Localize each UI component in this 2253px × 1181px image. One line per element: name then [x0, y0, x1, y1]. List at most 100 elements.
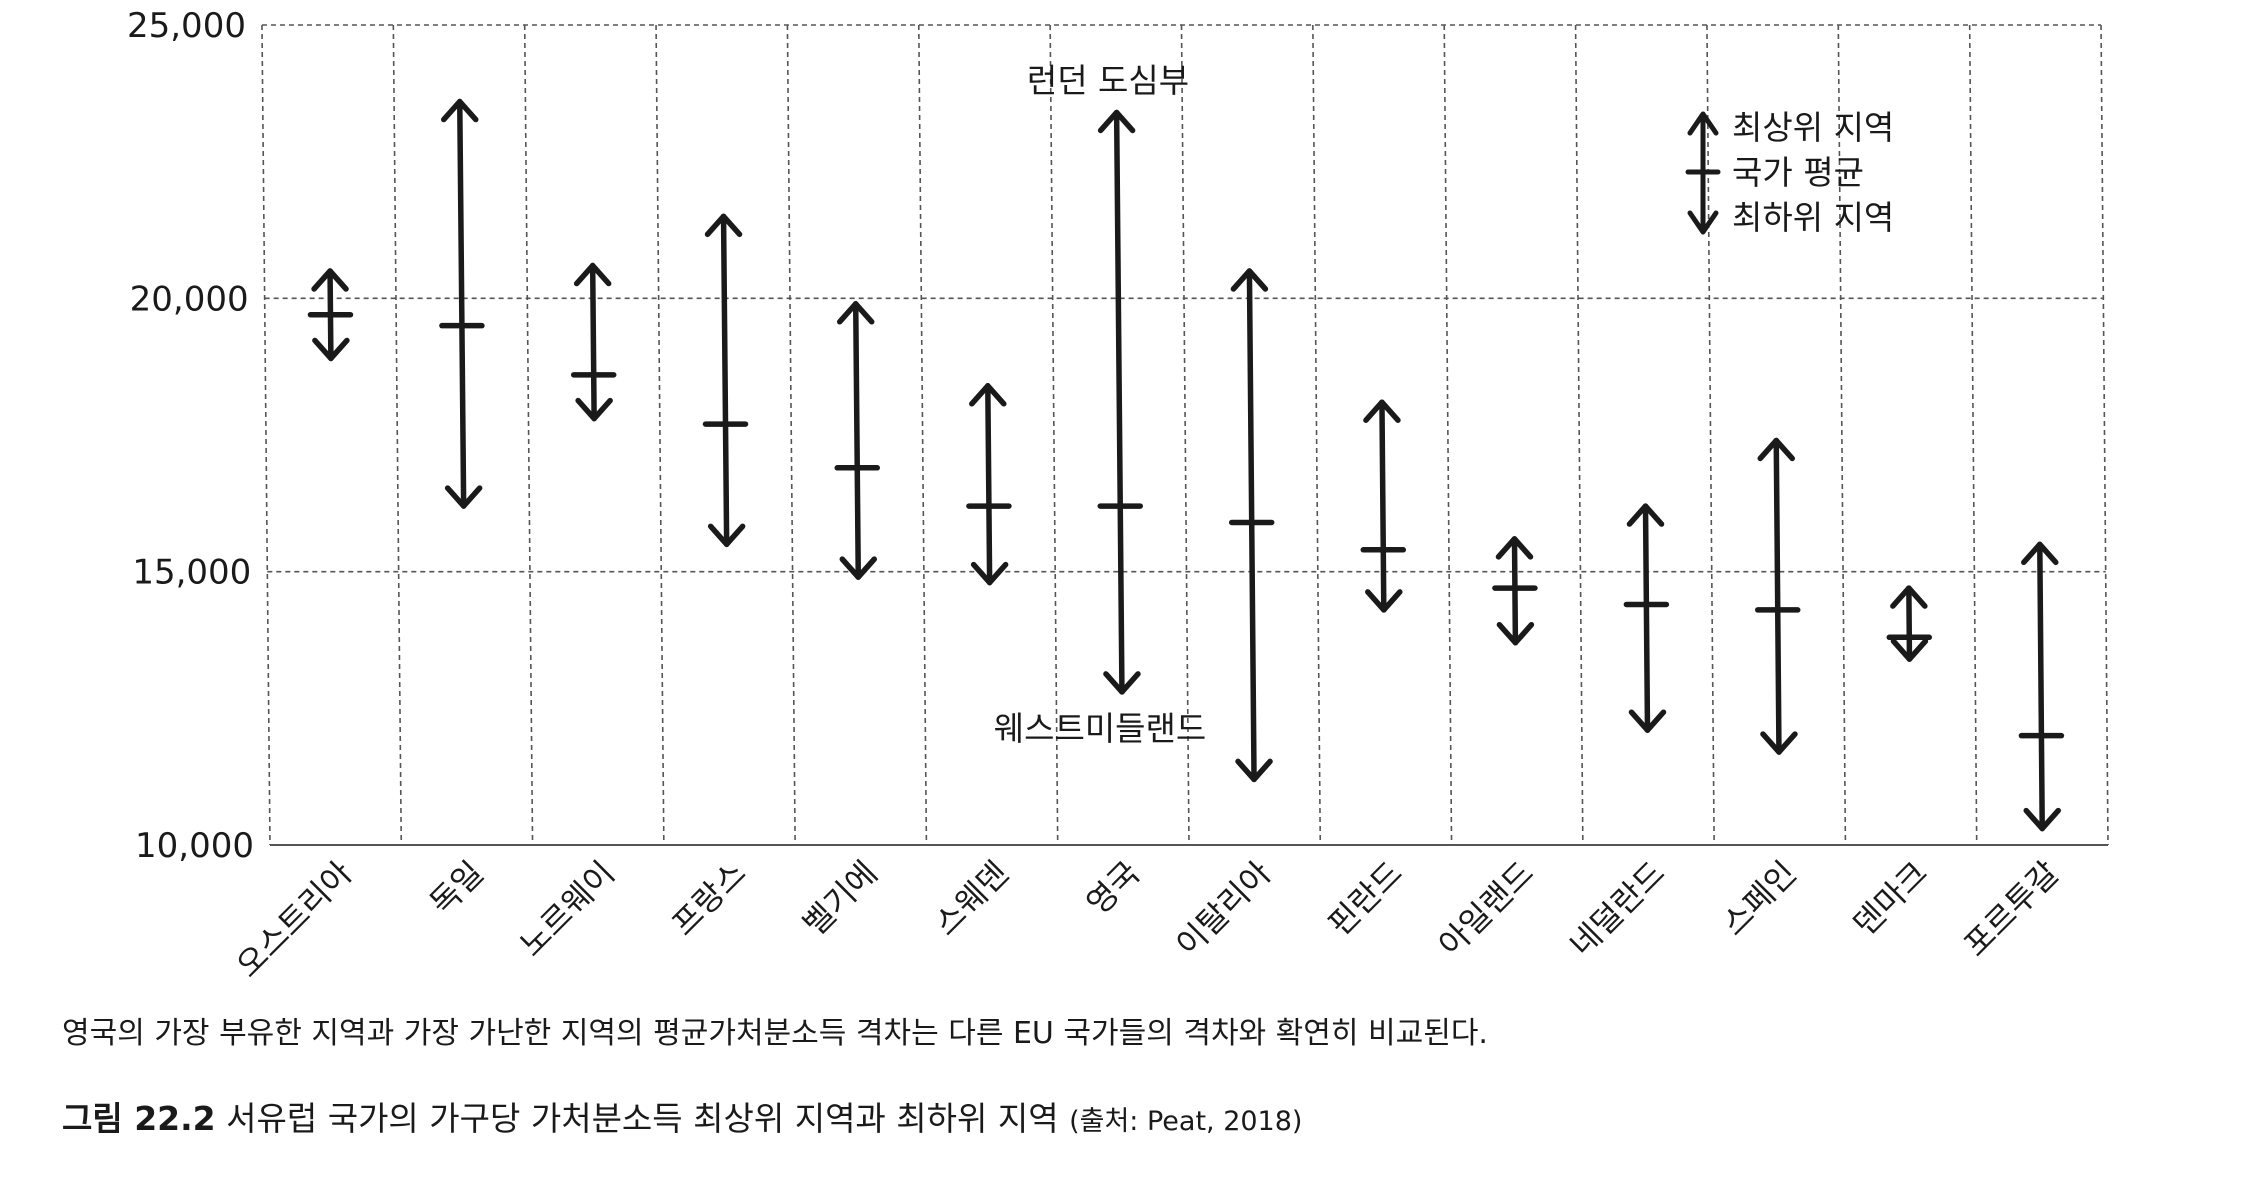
y-axis-tick-labels: 10,000 15,000 20,000 25,000	[127, 6, 254, 866]
annotation-top: 런던 도심부	[1027, 61, 1189, 100]
grid-line-vertical	[261, 24, 271, 846]
grid-line-vertical	[917, 24, 928, 846]
top-region-arrow	[1363, 399, 1401, 423]
grid-lines	[261, 24, 2109, 846]
bottom-region-arrow	[1628, 709, 1667, 733]
x-tick-label: 오스트리아	[229, 854, 360, 980]
grid-line-vertical	[1837, 24, 1847, 846]
grid-line-vertical	[1968, 24, 1978, 846]
top-region-arrow	[2021, 541, 2059, 566]
top-region-arrow	[1890, 585, 1928, 609]
figure-number: 그림 22.2	[62, 1099, 216, 1138]
x-tick-label: 벨기에	[795, 854, 884, 943]
legend-label-mean: 국가 평균	[1732, 153, 1864, 192]
bottom-region-arrow	[444, 485, 483, 509]
x-tick-label: 아일랜드	[1431, 854, 1541, 964]
top-region-arrow	[1626, 503, 1665, 527]
range-marker	[1097, 109, 1143, 695]
y-tick-label: 25,000	[127, 6, 246, 46]
top-region-arrow	[1495, 536, 1534, 560]
range-line	[2037, 541, 2045, 832]
range-line	[1379, 399, 1387, 613]
grid-line-vertical	[2100, 24, 2109, 846]
top-region-arrow	[1097, 109, 1136, 134]
range-line	[1773, 437, 1782, 755]
range-markers	[307, 98, 2065, 832]
figure-source: (출처: Peat, 2018)	[1069, 1106, 1303, 1137]
grid-line-vertical	[1574, 24, 1584, 846]
range-marker	[1623, 503, 1670, 733]
range-marker	[1754, 437, 1801, 755]
x-tick-label: 독일	[422, 854, 491, 923]
top-region-arrow	[969, 383, 1007, 407]
annotations: 런던 도심부 웨스트미들랜드	[994, 61, 1207, 748]
range-line	[720, 213, 730, 548]
range-marker	[702, 213, 749, 548]
range-marker	[2018, 541, 2065, 832]
bottom-region-arrow	[1103, 671, 1141, 695]
x-tick-label: 영국	[1079, 854, 1148, 923]
y-tick-label: 15,000	[132, 553, 251, 593]
grid-line-vertical	[1312, 24, 1322, 846]
top-region-arrow	[573, 262, 612, 287]
grid-line-vertical	[523, 24, 534, 846]
bottom-region-arrow	[1760, 731, 1798, 755]
x-tick-label: 스웨덴	[927, 854, 1016, 943]
y-tick-label: 10,000	[135, 826, 254, 866]
range-line	[456, 98, 467, 509]
top-region-arrow	[1757, 437, 1796, 462]
range-chart: 10,000 15,000 20,000 25,000 오스트리아 독일 노르웨이 프랑스 벨…	[127, 6, 2109, 980]
range-line	[985, 383, 993, 586]
figure-title: 그림 22.2 서유럽 국가의 가구당 가처분소득 최상위 지역과 최하위 지역…	[62, 1092, 1302, 1140]
grid-line-vertical	[655, 24, 665, 846]
range-marker	[966, 383, 1012, 586]
x-tick-label: 노르웨이	[512, 854, 622, 964]
top-region-arrow	[311, 268, 349, 292]
x-tick-label: 네덜란드	[1562, 854, 1672, 964]
grid-line-vertical	[1443, 24, 1453, 846]
annotation-bottom: 웨스트미들랜드	[994, 709, 1207, 748]
x-tick-label: 프랑스	[664, 854, 753, 943]
top-region-arrow	[1230, 268, 1269, 292]
range-line	[589, 262, 597, 422]
x-tick-label: 스페인	[1714, 854, 1803, 943]
bottom-region-arrow	[575, 397, 613, 422]
top-region-arrow	[704, 213, 743, 238]
bottom-region-arrow	[970, 561, 1009, 586]
x-tick-label: 덴마크	[1846, 854, 1935, 943]
range-marker	[307, 268, 354, 362]
legend-label-top: 최상위 지역	[1732, 108, 1894, 147]
range-marker	[439, 98, 485, 509]
bottom-region-arrow	[839, 556, 878, 580]
x-tick-label: 포르투갈	[1956, 854, 2066, 964]
range-marker	[1228, 268, 1275, 783]
x-tick-label: 핀란드	[1321, 854, 1410, 943]
grid-line-vertical	[392, 24, 403, 846]
range-line	[1113, 109, 1125, 695]
range-marker	[1492, 536, 1538, 646]
range-marker	[834, 301, 880, 580]
bottom-region-arrow	[1365, 589, 1403, 613]
bottom-region-arrow	[1890, 638, 1929, 662]
x-axis-tick-labels: 오스트리아 독일 노르웨이 프랑스 벨기에 스웨덴 영국 이탈리아 핀란드 아일랜드 네덜란드 스페인…	[229, 854, 2067, 980]
grid-line-vertical	[1180, 24, 1190, 846]
y-tick-label: 20,000	[130, 279, 249, 319]
top-region-arrow	[836, 301, 875, 325]
bottom-region-arrow	[2023, 807, 2061, 832]
range-line	[852, 301, 862, 580]
legend-label-bottom: 최하위 지역	[1732, 198, 1894, 237]
top-region-arrow	[440, 98, 479, 123]
range-line	[1642, 503, 1651, 733]
bottom-region-arrow	[1496, 621, 1535, 646]
range-marker	[1886, 585, 1933, 662]
range-marker	[1360, 399, 1407, 613]
bottom-region-arrow	[707, 523, 746, 548]
figure-caption: 영국의 가장 부유한 지역과 가장 가난한 지역의 평균가처분소득 격차는 다른…	[62, 1016, 1488, 1051]
range-line	[1906, 585, 1913, 662]
x-tick-label: 이탈리아	[1168, 854, 1278, 964]
legend-symbol	[1685, 111, 1721, 235]
legend: 최상위 지역 국가 평균 최하위 지역	[1685, 108, 1894, 237]
range-marker	[570, 262, 617, 422]
bottom-region-arrow	[1235, 758, 1273, 783]
figure-title-text: 서유럽 국가의 가구당 가처분소득 최상위 지역과 최하위 지역	[226, 1099, 1059, 1138]
